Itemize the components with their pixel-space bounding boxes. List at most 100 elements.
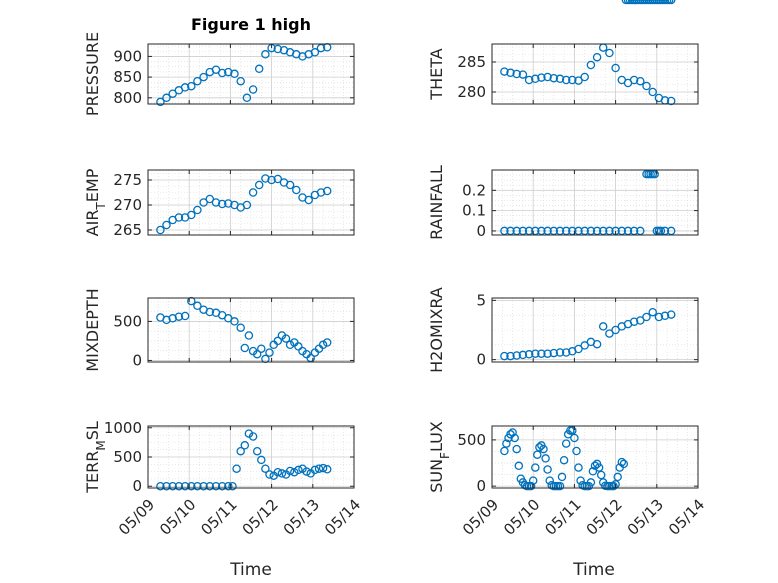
data-point — [617, 226, 627, 236]
data-point — [290, 467, 299, 477]
data-point — [314, 464, 324, 473]
data-point — [174, 213, 184, 222]
data-point — [543, 465, 552, 474]
data-point — [261, 174, 270, 183]
data-point — [285, 340, 295, 350]
data-point — [613, 472, 622, 482]
data-point — [236, 323, 245, 332]
data-point — [666, 96, 676, 106]
data-point — [318, 340, 328, 350]
data-point — [576, 476, 585, 485]
y-tick-label: 800 — [113, 89, 142, 107]
data-point — [187, 210, 196, 220]
data-point — [660, 311, 670, 321]
data-point — [512, 69, 521, 79]
data-point — [322, 465, 332, 474]
data-point — [605, 329, 614, 338]
y-tick-label: 1000 — [104, 419, 142, 437]
data-point — [273, 467, 283, 477]
data-point — [535, 443, 544, 452]
data-point — [257, 455, 266, 465]
data-point — [636, 76, 645, 86]
data-point — [217, 481, 227, 491]
data-point — [648, 307, 657, 317]
data-point — [549, 73, 559, 83]
x-tick-label: 05/14 — [321, 496, 364, 539]
data-point — [533, 450, 542, 459]
y-tick-label: 0 — [132, 477, 142, 495]
data-point — [273, 44, 283, 54]
data-point — [594, 463, 604, 472]
axes-box — [491, 425, 699, 489]
data-point — [199, 198, 208, 207]
subplot-1: 800 850 900 PRESSURE — [83, 32, 355, 116]
axes-box — [147, 297, 355, 363]
y-tick-label: 0.1 — [462, 202, 486, 220]
data-point — [531, 349, 540, 358]
data-point — [265, 470, 274, 479]
data-point — [199, 481, 208, 491]
data-point — [500, 226, 509, 236]
data-point — [611, 63, 620, 73]
y-tick-label: 0 — [476, 351, 486, 369]
data-point — [543, 349, 552, 358]
y-tick-label: 500 — [457, 431, 486, 449]
data-point — [561, 75, 571, 85]
data-point — [217, 199, 227, 209]
data-point — [244, 429, 254, 438]
data-point — [592, 52, 602, 62]
y-tick-label: 265 — [113, 221, 142, 239]
data-point — [518, 226, 528, 236]
y-axis-label: PRESSURE — [83, 32, 102, 116]
x-tick-label: 05/12 — [239, 496, 282, 539]
data-point — [598, 226, 608, 236]
data-point — [273, 336, 283, 346]
y-tick-label: 275 — [113, 171, 142, 189]
data-point — [187, 81, 196, 91]
data-point — [656, 226, 666, 236]
data-point — [629, 317, 639, 326]
data-point — [549, 348, 559, 358]
data-point — [162, 315, 171, 325]
data-point — [586, 478, 596, 487]
data-point — [254, 180, 264, 190]
y-tick-label: 280 — [457, 83, 486, 101]
data-point — [555, 481, 565, 491]
data-point — [168, 481, 177, 491]
data-point — [316, 188, 326, 197]
data-point — [252, 446, 262, 456]
data-point — [666, 226, 676, 236]
data-point — [617, 457, 627, 467]
subplot-3: 265 270 275 AIRTEMP — [83, 168, 355, 239]
data-point — [174, 312, 184, 321]
data-point — [512, 226, 521, 236]
data-point — [518, 350, 528, 360]
y-tick-label: 0.2 — [462, 181, 486, 199]
x-tick-label: 05/10 — [500, 496, 543, 539]
data-point — [588, 467, 598, 476]
axes-box — [491, 297, 699, 363]
data-point — [248, 188, 258, 197]
y-tick-label: 500 — [113, 448, 142, 466]
subplot-8: 050005/0905/1005/1105/1205/1305/14SUNFLU… — [427, 0, 708, 539]
data-point — [642, 81, 651, 91]
data-point — [531, 463, 540, 472]
data-point — [248, 432, 258, 441]
data-point — [539, 444, 548, 454]
data-point — [586, 60, 596, 70]
figure-title: Figure 1 high — [191, 15, 311, 34]
x-tick-label: 05/14 — [665, 496, 708, 539]
data-point — [242, 93, 252, 103]
data-point — [261, 50, 270, 59]
y-axis-label: H2OMIXRA — [427, 287, 446, 373]
data-point — [623, 226, 633, 236]
y-axis-label: SUNFLUX — [427, 421, 452, 493]
data-point — [574, 463, 583, 472]
x-axis-label-left: Time — [229, 560, 272, 580]
data-point — [555, 74, 565, 84]
data-point — [156, 225, 165, 235]
data-point — [174, 481, 184, 491]
data-point — [156, 97, 165, 107]
y-tick-label: 0 — [132, 351, 142, 369]
